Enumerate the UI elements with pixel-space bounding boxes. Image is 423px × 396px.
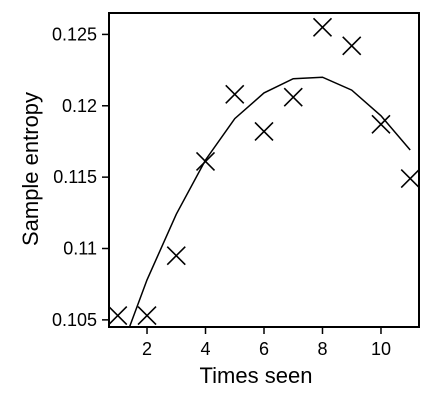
data-point-marker xyxy=(225,84,245,104)
marker-stroke xyxy=(166,246,186,266)
marker-stroke xyxy=(225,84,245,104)
marker-stroke xyxy=(312,17,333,37)
y-tick-label: 0.115 xyxy=(53,167,97,187)
data-point-marker xyxy=(166,246,186,266)
y-tick-label: 0.125 xyxy=(52,24,97,44)
fit-curve-layer xyxy=(128,76,411,327)
y-axis-label: Sample entropy xyxy=(18,92,43,246)
data-point-marker xyxy=(400,168,420,189)
data-point-marker xyxy=(108,306,128,326)
data-point-marker xyxy=(283,87,303,107)
marker-stroke xyxy=(137,306,157,326)
y-tick-label: 0.105 xyxy=(52,310,97,330)
data-markers-layer xyxy=(108,17,420,326)
y-tick-label: 0.11 xyxy=(63,239,97,259)
data-point-marker xyxy=(342,36,362,56)
data-point-marker xyxy=(371,114,391,134)
x-axis-label: Times seen xyxy=(200,363,313,388)
marker-stroke xyxy=(283,87,303,107)
fit-curve xyxy=(128,76,411,327)
x-axis-ticks: 2 4 6 8 10 xyxy=(142,327,391,359)
marker-stroke xyxy=(400,168,420,189)
marker-stroke xyxy=(195,151,216,172)
x-tick-label: 2 xyxy=(142,339,152,359)
data-point-marker xyxy=(312,17,333,37)
data-point-marker xyxy=(254,121,274,142)
marker-stroke xyxy=(371,114,391,134)
x-tick-label: 6 xyxy=(259,339,269,359)
y-axis-ticks: 0.105 0.11 0.115 0.12 0.125 xyxy=(52,24,109,330)
plot-area xyxy=(108,12,420,328)
y-tick-label: 0.12 xyxy=(62,96,97,116)
x-tick-label: 10 xyxy=(371,339,391,359)
data-point-marker xyxy=(195,151,216,172)
marker-stroke xyxy=(342,36,362,56)
x-tick-label: 4 xyxy=(201,339,211,359)
marker-stroke xyxy=(254,121,274,142)
plot-frame xyxy=(108,12,420,328)
x-tick-label: 8 xyxy=(317,339,327,359)
marker-stroke xyxy=(108,306,128,326)
data-point-marker xyxy=(137,306,157,326)
